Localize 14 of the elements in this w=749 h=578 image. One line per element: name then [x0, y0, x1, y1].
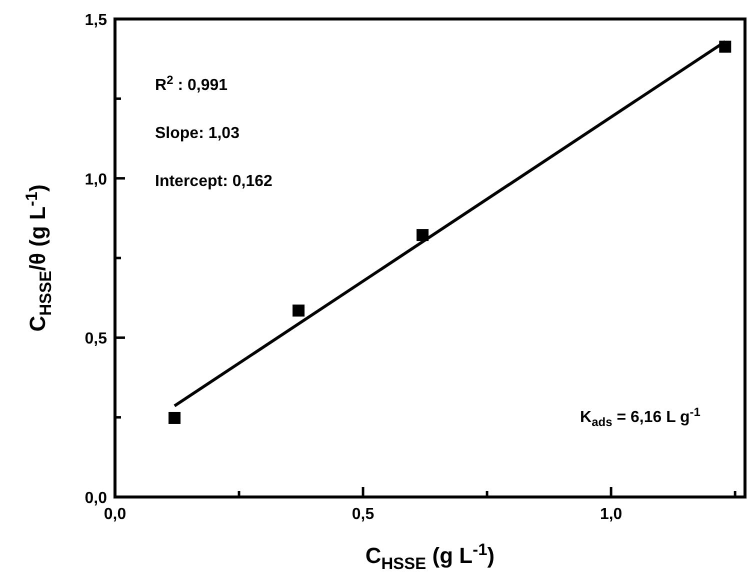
y-tick-label: 0,5	[84, 330, 108, 348]
x-tick-label: 0,5	[352, 506, 374, 523]
annotation: K$_{ads}$ = 6,16 L g$^{-1}$	[580, 405, 701, 430]
point	[168, 412, 181, 424]
x-tick-label: 1,0	[600, 506, 622, 523]
annotation: Slope: 1,03	[155, 125, 240, 142]
y-tick-label: 0,0	[84, 490, 108, 507]
x-tick-label: 0,0	[104, 506, 126, 523]
annotation: Intercept: 0,162	[155, 173, 272, 190]
point	[292, 304, 305, 317]
y-tick-label: 1,5	[84, 12, 108, 29]
y-tick-label: 1,0	[84, 171, 108, 188]
annotation: R$^{2}$ : 0,991	[155, 73, 228, 94]
x-axis-title: C$_{HSSE}$ (g L$^{-1}$)	[365, 540, 495, 573]
